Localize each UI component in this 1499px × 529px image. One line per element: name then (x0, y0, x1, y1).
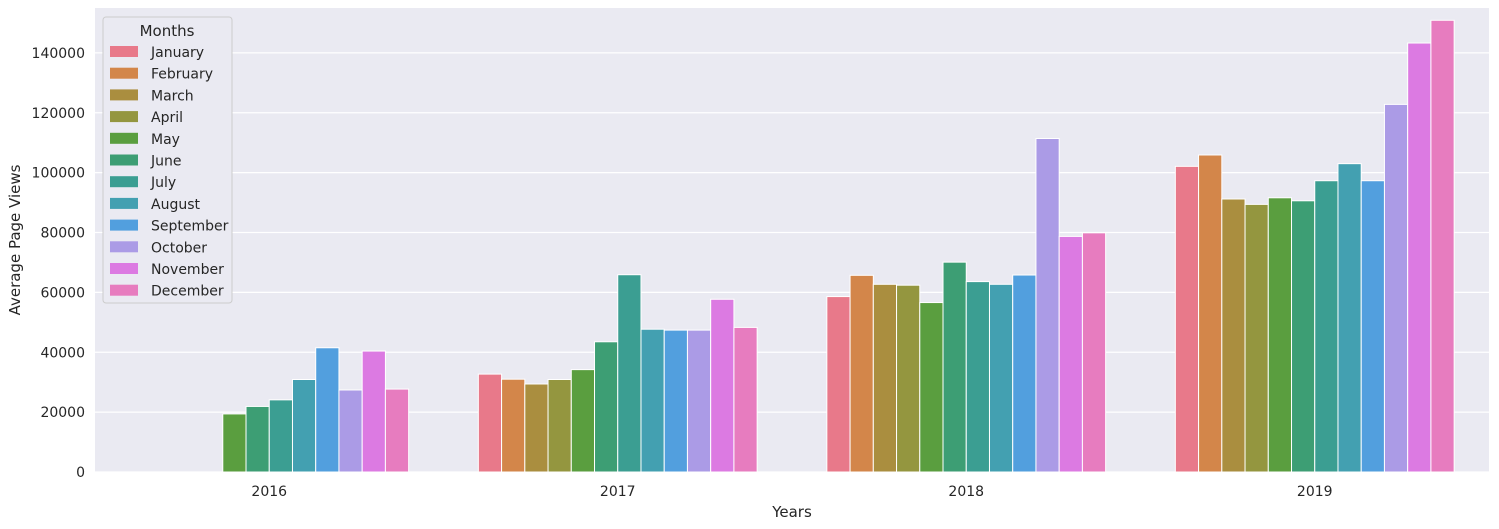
bar-2017-june (594, 341, 619, 473)
bar-2016-november (361, 350, 386, 473)
legend-swatch-june (110, 154, 138, 166)
x-tick-label: 2017 (600, 484, 636, 500)
bar-2018-november (1058, 235, 1083, 473)
bar-2018-december (1081, 232, 1107, 473)
bar-2017-november (710, 298, 735, 473)
legend-swatch-january (110, 46, 138, 57)
bar-2018-january (826, 296, 851, 473)
legend-title: Months (140, 22, 195, 40)
bar-2016-october (338, 389, 363, 473)
bar-2018-june (942, 261, 967, 473)
legend-swatch-november (110, 263, 138, 274)
legend-label: September (151, 219, 229, 235)
legend-label: November (151, 262, 224, 278)
legend-swatch-april (110, 111, 138, 123)
bar-2017-december (733, 326, 758, 473)
x-axis-title: Years (771, 503, 812, 521)
legend-label: May (151, 132, 180, 148)
bar-2018-may (919, 302, 944, 473)
legend-items: January February March April May June July Augu… (110, 45, 229, 300)
legend-label: April (151, 110, 183, 126)
y-tick-label: 80000 (40, 226, 85, 242)
bar-2019-may (1267, 197, 1293, 473)
bar-2019-february (1198, 154, 1223, 473)
bar-2018-february (849, 274, 874, 473)
legend-label: February (151, 67, 213, 83)
bar-2016-august (291, 378, 317, 473)
bar-2017-may (570, 369, 596, 473)
legend-label: January (150, 45, 204, 61)
legend-label: June (150, 154, 182, 170)
bar-2019-august (1337, 163, 1362, 473)
bar-2016-december (384, 388, 410, 473)
legend-label: July (150, 175, 176, 191)
bar-2018-april (896, 284, 921, 473)
bar-2017-april (547, 378, 572, 473)
legend-label: December (151, 284, 224, 300)
y-axis-title: Average Page Views (6, 164, 24, 315)
y-tick-label: 100000 (32, 166, 85, 182)
bar-2019-april (1244, 203, 1269, 473)
bar-2018-october (1035, 138, 1060, 473)
bar-2016-may (222, 413, 247, 473)
legend-swatch-september (110, 219, 138, 231)
bar-2017-july (617, 274, 642, 473)
legend-swatch-february (110, 67, 138, 79)
legend-swatch-may (110, 132, 138, 144)
bar-2017-february (501, 378, 526, 473)
bar-2018-march (872, 283, 898, 473)
y-tick-label: 40000 (40, 345, 85, 361)
bar-2019-november (1407, 42, 1432, 473)
legend-label: October (151, 240, 207, 256)
y-tick-label: 60000 (40, 285, 85, 301)
y-tick-label: 0 (76, 465, 85, 481)
bar-2016-september (315, 347, 340, 473)
bar-2019-january (1174, 165, 1200, 473)
bars (222, 19, 1455, 473)
bar-2019-july (1314, 180, 1339, 473)
x-tick-label: 2016 (251, 484, 287, 500)
bar-2018-august (988, 283, 1014, 473)
bar-2017-january (477, 373, 503, 473)
bar-2017-september (663, 329, 688, 473)
legend-swatch-october (110, 241, 138, 253)
legend-label: March (151, 88, 194, 104)
bar-2019-june (1291, 200, 1316, 473)
y-tick-label: 20000 (40, 405, 85, 421)
legend-swatch-december (110, 284, 138, 296)
legend-swatch-august (110, 197, 138, 209)
legend-box (102, 16, 233, 304)
legend-label: August (151, 197, 201, 213)
legend-swatch-march (110, 89, 138, 101)
y-tick-label: 120000 (32, 106, 85, 122)
bar-2016-june (245, 405, 270, 473)
bar-2019-september (1360, 180, 1385, 473)
bar-2018-july (965, 281, 990, 473)
bar-2017-august (640, 328, 665, 473)
legend-swatch-july (110, 176, 138, 188)
x-tick-label: 2018 (948, 484, 984, 500)
y-tick-label: 140000 (32, 46, 85, 62)
bar-2019-march (1221, 198, 1246, 473)
x-tick-label: 2019 (1297, 484, 1333, 500)
bar-2018-september (1012, 274, 1037, 473)
bar-2016-july (268, 399, 293, 473)
bar-2019-october (1383, 103, 1409, 473)
x-tick-labels: 2016 2017 2018 2019 (251, 484, 1332, 500)
y-tick-labels: 0 20000 40000 60000 80000 100000 120000 140000 (32, 46, 85, 481)
bar-2019-december (1430, 19, 1455, 473)
bar-2017-march (524, 383, 549, 473)
legend: Months JanuaryFebruaryMarchAprilMayJuneJ… (102, 16, 233, 304)
bar-2017-october (686, 329, 712, 473)
